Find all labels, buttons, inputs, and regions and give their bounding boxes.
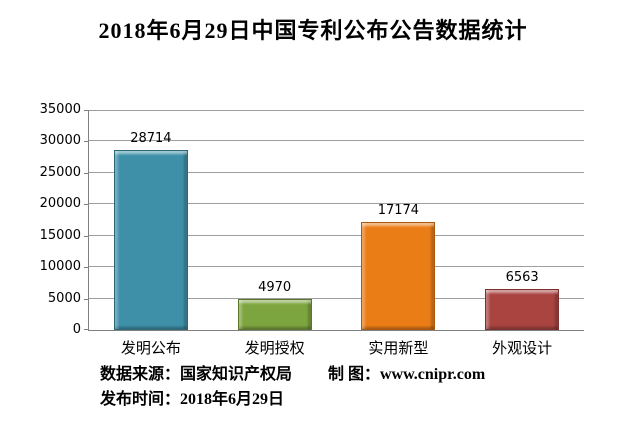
chart-credit-label: 制 图：www.cnipr.com xyxy=(328,366,486,383)
y-axis-tick xyxy=(84,267,89,269)
x-axis-category-label: 发明公布 xyxy=(120,340,181,357)
bar-value-label: 17174 xyxy=(377,203,420,219)
gridline xyxy=(89,110,584,111)
y-axis-tick xyxy=(84,141,89,143)
y-axis-tick xyxy=(84,329,89,330)
y-axis-tick-label: 10000 xyxy=(39,259,81,275)
bar-实用新型 xyxy=(361,222,436,330)
x-axis-category-label: 外观设计 xyxy=(492,340,553,357)
gridline xyxy=(89,266,584,268)
x-axis-category-label: 发明授权 xyxy=(244,340,305,357)
bar-chart-plot-area: 0 5000 10000 15000 20000 25000 30000 35000 28714… xyxy=(40,102,584,357)
bar-value-label: 6563 xyxy=(505,269,539,285)
bar-发明授权 xyxy=(237,298,312,330)
gridline xyxy=(89,297,584,299)
y-axis-tick xyxy=(84,298,89,300)
y-axis-tick-label: 5000 xyxy=(47,290,81,306)
x-axis-category-label: 实用新型 xyxy=(368,340,429,357)
chart-title: 2018年6月29日中国专利公布公告数据统计 xyxy=(98,18,528,43)
y-axis-tick-label: 20000 xyxy=(39,196,81,212)
y-axis-tick-label: 0 xyxy=(72,322,81,337)
bar-value-label: 28714 xyxy=(130,130,172,146)
y-axis-tick-label: 15000 xyxy=(39,227,81,243)
gridline xyxy=(89,140,584,142)
publish-date-label: 发布时间：2018年6月29日 xyxy=(100,391,285,408)
y-axis-tick xyxy=(84,204,89,206)
gridline xyxy=(89,171,584,173)
y-axis-tick xyxy=(84,172,89,174)
y-axis-tick xyxy=(84,235,89,237)
gridline xyxy=(89,203,584,205)
gridline xyxy=(89,234,584,236)
y-axis-tick-label: 30000 xyxy=(39,133,81,149)
bar-外观设计 xyxy=(485,288,560,330)
data-source-label: 数据来源：国家知识产权局 xyxy=(100,366,293,383)
y-axis-tick xyxy=(84,110,89,111)
bar-发明公布 xyxy=(113,149,188,330)
bar-value-label: 4970 xyxy=(258,279,292,295)
y-axis-tick-label: 35000 xyxy=(39,102,81,117)
y-axis-tick-label: 25000 xyxy=(39,164,81,180)
